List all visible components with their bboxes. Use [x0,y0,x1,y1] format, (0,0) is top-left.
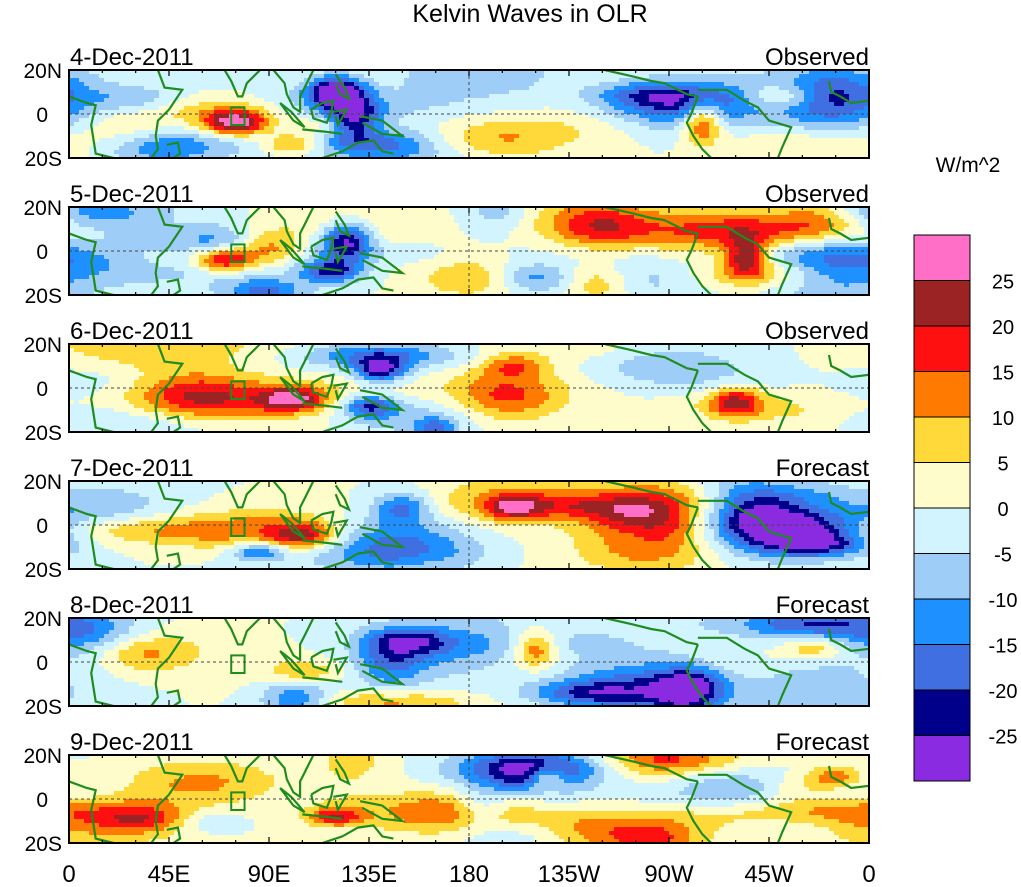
colorbar-swatch [913,416,971,463]
panel-2: 20N 0 20S 5-Dec-2011 Observed [23,181,870,308]
panel-status: Observed [765,181,869,208]
panel-5: 20N 0 20S 8-Dec-2011 Forecast [23,592,870,719]
colorbar-swatch [913,644,971,691]
panel-1: 20N 0 20S 4-Dec-2011 Observed [23,44,870,171]
panel-date: 4-Dec-2011 [70,44,194,71]
x-tick-label: 0 [62,861,75,887]
x-tick-label: 135E [341,861,397,887]
colorbar-label: 10 [992,408,1014,430]
panel-date: 6-Dec-2011 [70,318,194,345]
colorbar-swatch [913,689,971,736]
colorbar-swatch [913,553,971,600]
panel-date: 7-Dec-2011 [70,455,194,482]
colorbar: W/m^2 25 20 15 10 5 0 -5 -10 -15 -20 -25 [913,154,1018,782]
olr-field [69,618,869,706]
coastlines [69,755,869,843]
panel-status: Forecast [776,455,870,482]
y-tick-label: 0 [36,652,48,675]
panel-status: Observed [765,318,869,345]
colorbar-label: 15 [992,363,1014,385]
colorbar-units: W/m^2 [936,154,1001,177]
y-tick-label: 20N [23,471,62,494]
x-tick-label: 45W [744,861,794,887]
y-tick-label: 20N [23,745,62,768]
coastlines [69,344,869,432]
colorbar-swatch [913,735,971,782]
coastlines [69,618,869,706]
colorbar-label: 20 [992,317,1014,339]
colorbar-label: -25 [989,727,1018,749]
coastlines [69,207,869,295]
index-region-box [230,517,246,538]
panel-date: 5-Dec-2011 [70,181,194,208]
x-tick-label: 0 [862,861,875,887]
colorbar-label: 0 [997,499,1008,521]
y-tick-label: 20S [25,559,62,582]
panel-date: 8-Dec-2011 [70,592,194,619]
y-tick-label: 20S [25,833,62,856]
y-tick-label: 0 [36,789,48,812]
coastlines [69,70,869,158]
panel-4: 20N 0 20S 7-Dec-2011 Forecast [23,455,870,582]
y-tick-label: 0 [36,241,48,264]
colorbar-swatch [913,598,971,645]
colorbar-label: -10 [989,590,1018,612]
y-tick-label: 0 [36,104,48,127]
y-tick-label: 20S [25,696,62,719]
x-tick-label: 135W [538,861,601,887]
colorbar-label: -20 [989,681,1018,703]
y-tick-label: 20N [23,608,62,631]
y-tick-label: 20S [25,148,62,171]
panels: 20N 0 20S 4-Dec-2011 Observed 20N 0 20S 5-Dec-20… [23,44,870,856]
colorbar-swatch [913,371,971,418]
index-region-box [230,654,246,675]
panel-date: 9-Dec-2011 [70,729,194,756]
colorbar-swatch [913,325,971,372]
y-tick-label: 20S [25,422,62,445]
panel-status: Forecast [776,592,870,619]
x-tick-label: 180 [449,861,489,887]
colorbar-label: -5 [994,545,1012,567]
index-region-box [230,243,246,263]
colorbar-label: 5 [997,454,1008,476]
colorbar-swatch [913,507,971,554]
coastlines [69,481,869,569]
olr-field [69,207,869,295]
index-region-box [230,380,246,400]
y-tick-label: 0 [36,378,48,401]
x-tick-label: 90W [644,861,694,887]
panel-status: Observed [765,44,869,71]
chart-title: Kelvin Waves in OLR [412,0,647,28]
panel-status: Forecast [776,729,870,756]
index-region-box [230,791,246,812]
colorbar-swatch [913,280,971,327]
y-tick-label: 20S [25,285,62,308]
x-axis: 0 45E 90E 135E 180 135W 90W 45W 0 [62,861,875,887]
x-tick-label: 90E [248,861,291,887]
index-region-box [230,106,246,127]
x-tick-label: 45E [148,861,191,887]
panel-3: 20N 0 20S 6-Dec-2011 Observed [23,318,870,445]
colorbar-label: 25 [992,272,1014,294]
y-tick-label: 20N [23,334,62,357]
y-tick-label: 20N [23,197,62,220]
olr-field [69,344,869,432]
y-tick-label: 0 [36,515,48,538]
colorbar-label: -15 [989,636,1018,658]
colorbar-swatch [913,234,971,281]
panel-6: 20N 0 20S 9-Dec-2011 Forecast [23,729,870,856]
colorbar-swatch [913,462,971,509]
y-tick-label: 20N [23,60,62,83]
